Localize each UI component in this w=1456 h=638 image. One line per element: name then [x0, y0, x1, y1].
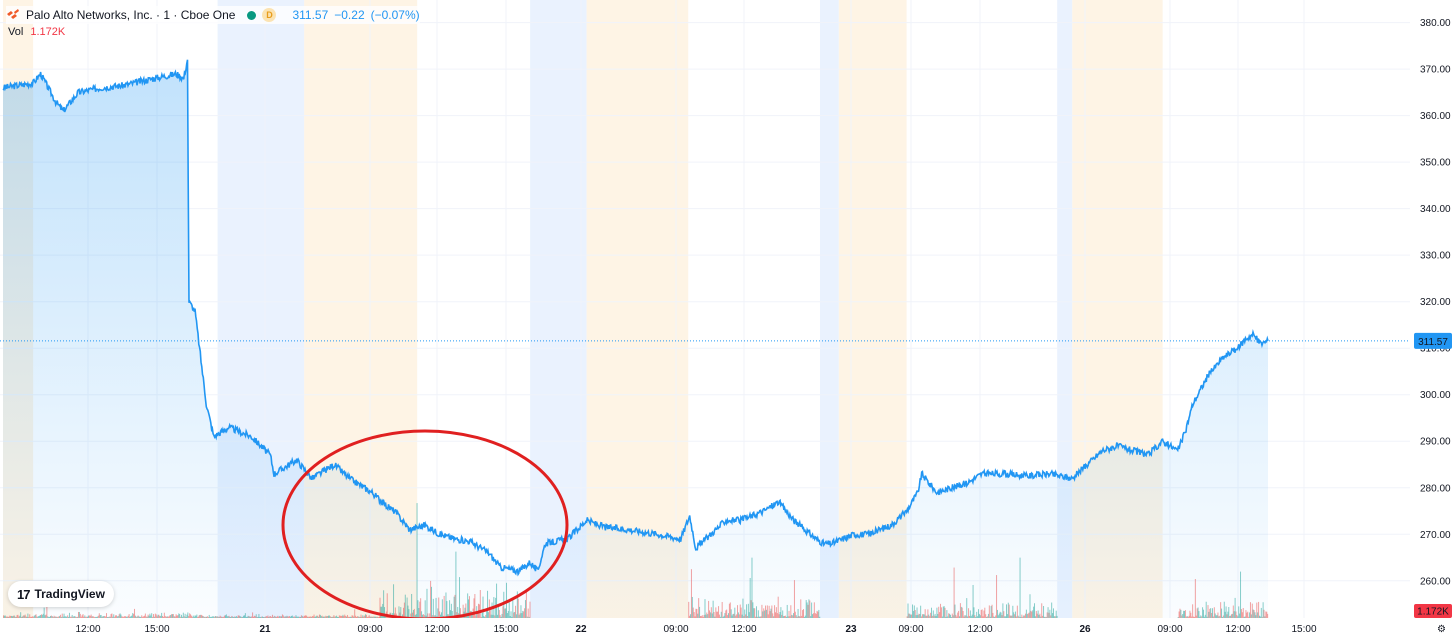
last-price: 311.57	[292, 8, 329, 22]
last-price-badge-bg	[1414, 332, 1452, 349]
time-tick-label: 12:00	[424, 624, 449, 635]
volume-legend[interactable]: Vol 1.172K	[8, 26, 65, 38]
price-tick-label: 340.00	[1420, 204, 1451, 215]
tradingview-logo-icon: 17	[17, 586, 31, 602]
last-price-badge: 311.57	[1418, 337, 1448, 348]
time-axis-bg	[0, 618, 1456, 638]
price-tick-label: 370.00	[1420, 65, 1451, 76]
time-tick-label: 21	[259, 624, 271, 635]
time-tick-label: 15:00	[144, 624, 169, 635]
premarket-band	[820, 0, 839, 618]
price-tick-label: 350.00	[1420, 158, 1451, 169]
time-tick-label: 15:00	[1291, 624, 1316, 635]
price-tick-label: 310.00	[1420, 344, 1451, 355]
time-tick-label: 12:00	[731, 624, 756, 635]
price-axis-bg	[1410, 0, 1456, 638]
tradingview-text: TradingView	[34, 587, 105, 601]
price-line	[2, 59, 1269, 577]
settings-gear-icon[interactable]: ⚙	[1437, 624, 1446, 635]
symbol-legend[interactable]: Palo Alto Networks, Inc. · 1 · Cboe One …	[6, 6, 420, 24]
afterhours-band	[838, 0, 907, 618]
volume-value: 1.172K	[30, 26, 66, 38]
price-axis: 380.00 370.00 360.00 350.00 340.00 330.00 320.…	[1410, 0, 1456, 638]
session-bands	[3, 0, 1163, 618]
price-tick-label: 260.00	[1420, 576, 1451, 587]
price-tick-label: 300.00	[1420, 390, 1451, 401]
volume-label: Vol	[8, 26, 24, 38]
price-badges: 311.57 1.172K	[1414, 332, 1452, 618]
time-tick-label: 12:00	[1225, 624, 1250, 635]
time-tick-label: 09:00	[1157, 624, 1182, 635]
delayed-badge: D	[262, 8, 277, 22]
afterhours-band	[586, 0, 689, 618]
price-change-pct: (−0.07%)	[370, 8, 420, 22]
price-tick-label: 330.00	[1420, 251, 1451, 262]
premarket-band	[530, 0, 587, 618]
time-tick-label: 15:00	[493, 624, 518, 635]
volume-badge-bg	[1414, 604, 1452, 618]
price-tick-label: 360.00	[1420, 111, 1451, 122]
price-tick-label: 290.00	[1420, 437, 1451, 448]
time-tick-label: 09:00	[663, 624, 688, 635]
time-tick-label: 09:00	[898, 624, 923, 635]
price-tick-label: 320.00	[1420, 297, 1451, 308]
time-tick-label: 12:00	[75, 624, 100, 635]
symbol-title: Palo Alto Networks, Inc. · 1 · Cboe One	[26, 8, 236, 22]
tradingview-watermark[interactable]: 17 TradingView	[8, 581, 114, 607]
premarket-band	[1057, 0, 1073, 618]
price-tick-label: 270.00	[1420, 530, 1451, 541]
time-tick-label: 09:00	[357, 624, 382, 635]
time-tick-label: 26	[1079, 624, 1091, 635]
pan-logo-icon	[6, 8, 20, 22]
price-area	[3, 59, 1268, 619]
time-axis: 12:00 15:00 21 09:00 12:00 15:00 22 09:00 12:00 2…	[0, 618, 1456, 638]
time-tick-label: 22	[575, 624, 587, 635]
market-open-icon	[247, 10, 257, 20]
price-change: −0.22	[334, 8, 365, 22]
time-tick-label: 23	[845, 624, 857, 635]
volume-badge: 1.172K	[1417, 607, 1449, 618]
price-tick-label: 380.00	[1420, 18, 1451, 29]
price-tick-label: 280.00	[1420, 483, 1451, 494]
time-tick-label: 12:00	[967, 624, 992, 635]
